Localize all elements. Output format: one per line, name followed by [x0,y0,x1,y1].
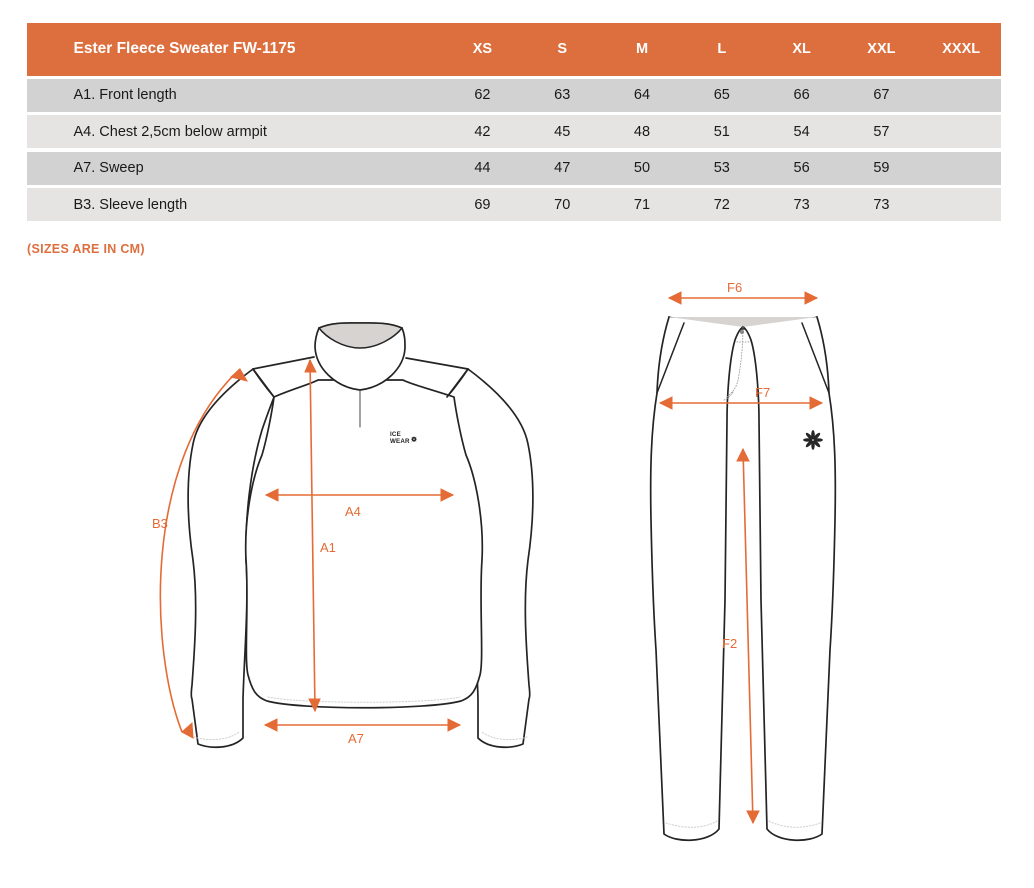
svg-text:A7: A7 [348,731,364,746]
svg-text:B3: B3 [152,516,168,531]
svg-text:A4: A4 [345,504,361,519]
svg-text:F6: F6 [727,280,742,295]
svg-text:WEAR: WEAR [390,438,410,445]
svg-text:A1: A1 [320,540,336,555]
svg-text:F7: F7 [755,385,770,400]
svg-text:F2: F2 [722,636,737,651]
svg-text:ICE: ICE [390,431,401,438]
